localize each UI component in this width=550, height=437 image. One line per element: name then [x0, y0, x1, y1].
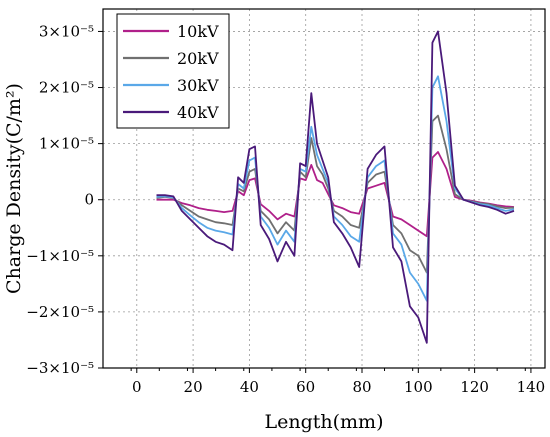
x-tick-label: 20: [184, 378, 203, 396]
axis-ticks: 0 20 40 60 80 100 120 140 3×10⁻⁵ 2×10⁻⁵ 1×10⁻⁵ 0 −1×…: [26, 22, 545, 396]
y-tick-label: 0: [84, 191, 94, 209]
x-tick-label: 100: [404, 378, 433, 396]
plot-frame: [102, 8, 546, 369]
x-tick-label: 40: [240, 378, 259, 396]
legend: 10kV 20kV 30kV 40kV: [116, 13, 230, 129]
y-tick-label: −1×10⁻⁵: [26, 247, 94, 265]
series-line-40kV: [156, 30, 515, 344]
series-line-20kV: [156, 114, 515, 274]
legend-label-30kV: 30kV: [177, 76, 219, 95]
legend-label-40kV: 40kV: [177, 103, 219, 122]
legend-box: [116, 13, 230, 129]
y-tick-label: 1×10⁻⁵: [39, 135, 94, 153]
x-axis-label: Length(mm): [265, 411, 384, 433]
y-tick-label: 3×10⁻⁵: [39, 22, 94, 40]
x-tick-label: 120: [460, 378, 489, 396]
y-tick-label: −2×10⁻⁵: [26, 303, 94, 321]
x-tick-label: 140: [517, 378, 546, 396]
y-tick-label: −3×10⁻⁵: [26, 359, 94, 377]
x-tick-label: 0: [132, 378, 142, 396]
y-tick-label: 2×10⁻⁵: [39, 79, 94, 97]
series-lines: [156, 30, 515, 344]
series-line-10kV: [156, 151, 515, 238]
legend-label-20kV: 20kV: [177, 49, 219, 68]
series-line-30kV: [156, 75, 515, 302]
legend-label-10kV: 10kV: [177, 22, 219, 41]
y-axis-label: Charge Density(C/m²): [3, 83, 25, 294]
x-tick-label: 80: [352, 378, 371, 396]
x-tick-label: 60: [296, 378, 315, 396]
